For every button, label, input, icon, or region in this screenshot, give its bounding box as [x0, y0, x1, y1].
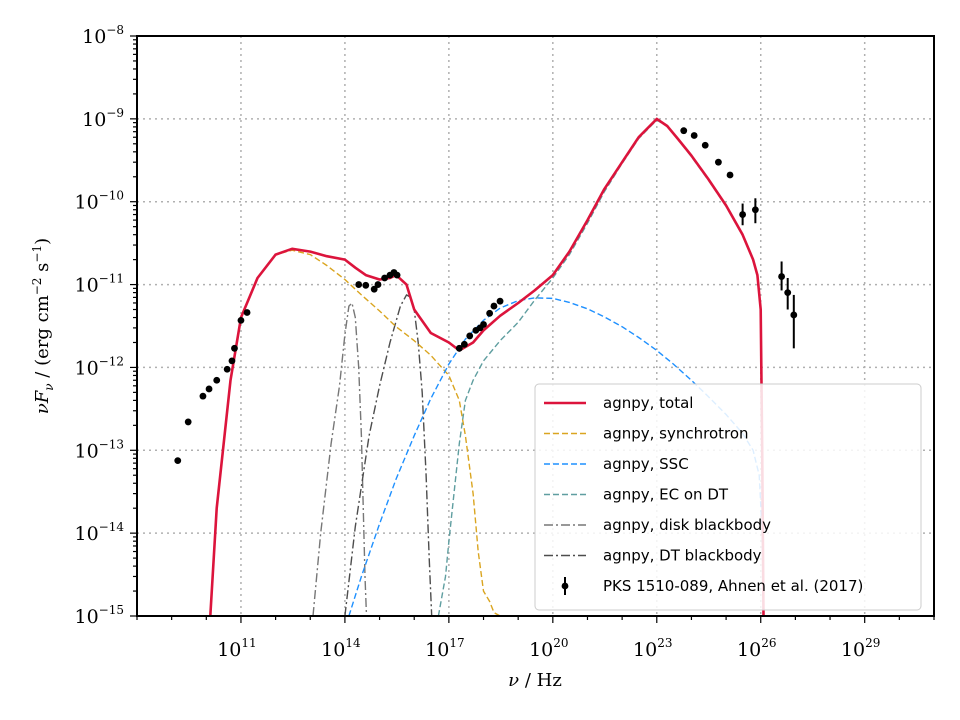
data-point [213, 377, 220, 384]
data-point [185, 419, 192, 426]
data-point [200, 393, 207, 400]
data-point [362, 282, 369, 289]
data-point [244, 309, 251, 316]
data-point [497, 298, 504, 305]
legend-label: PKS 1510-089, Ahnen et al. (2017) [603, 577, 863, 595]
data-point [174, 457, 181, 464]
data-point [466, 333, 473, 340]
legend-label: agnpy, EC on DT [603, 486, 729, 504]
data-point [461, 341, 468, 348]
data-point [206, 386, 213, 393]
data-point [224, 366, 231, 373]
data-point [229, 357, 236, 364]
legend-label: agnpy, disk blackbody [603, 516, 771, 534]
legend-label: agnpy, SSC [603, 455, 689, 473]
data-point [355, 281, 362, 288]
data-point [231, 345, 238, 352]
data-point [784, 289, 791, 296]
legend-swatch-marker [562, 583, 569, 590]
data-point [238, 317, 245, 324]
data-point [486, 310, 493, 317]
data-point [715, 159, 722, 166]
data-point [727, 172, 734, 179]
data-point [739, 211, 746, 218]
legend: agnpy, total agnpy, synchrotron agnpy, SSC… [535, 384, 921, 610]
data-point [680, 127, 687, 134]
data-point [394, 272, 401, 279]
data-point [790, 312, 797, 319]
data-point [375, 281, 382, 288]
x-axis-label: ν / Hz [508, 670, 562, 691]
data-point [491, 303, 498, 310]
legend-label: agnpy, DT blackbody [603, 547, 762, 565]
data-point [752, 206, 759, 213]
data-point [480, 321, 487, 328]
data-point [691, 132, 698, 139]
data-point [778, 273, 785, 280]
data-point [702, 142, 709, 149]
legend-label: agnpy, total [603, 394, 693, 412]
legend-label: agnpy, synchrotron [603, 425, 749, 443]
legend-entry: PKS 1510-089, Ahnen et al. (2017) [562, 577, 864, 595]
